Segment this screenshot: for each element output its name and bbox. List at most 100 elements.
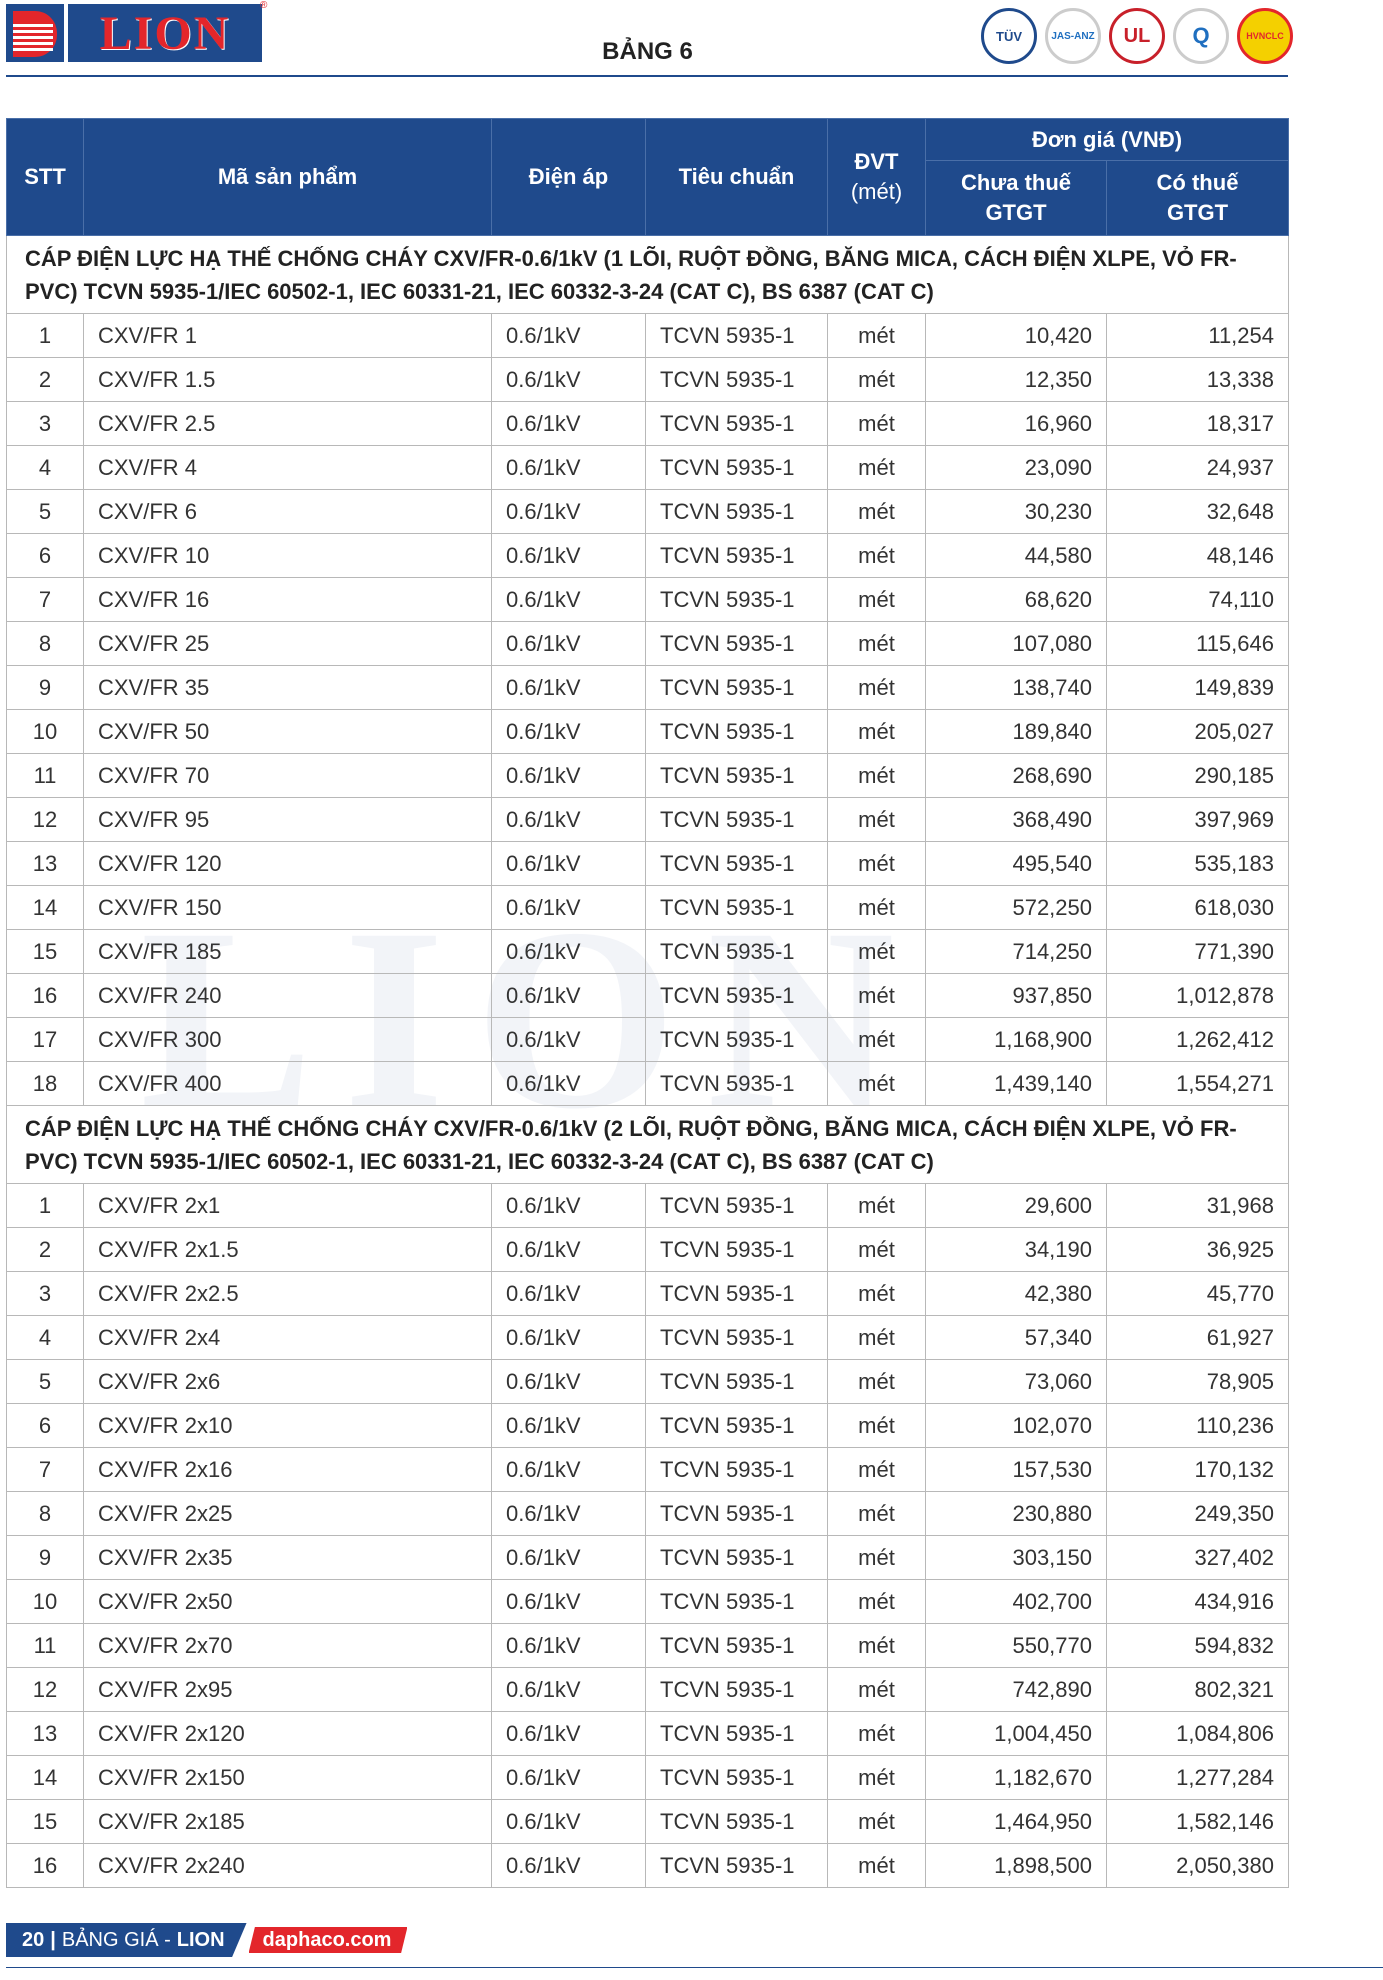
- table-row: 5 CXV/FR 2x6 0.6/1kV TCVN 5935-1 mét 73,060 78…: [6, 1359, 1289, 1404]
- cell-voltage: 0.6/1kV: [491, 401, 646, 446]
- cell-unit: mét: [827, 577, 926, 622]
- cell-unit: mét: [827, 1491, 926, 1536]
- cell-standard: TCVN 5935-1: [645, 665, 828, 710]
- cell-standard: TCVN 5935-1: [645, 533, 828, 578]
- cell-voltage: 0.6/1kV: [491, 1667, 646, 1712]
- cell-price-no-vat: 268,690: [925, 753, 1107, 798]
- cell-unit: mét: [827, 1447, 926, 1492]
- cell-standard: TCVN 5935-1: [645, 841, 828, 886]
- cell-standard: TCVN 5935-1: [645, 1447, 828, 1492]
- cell-unit: mét: [827, 753, 926, 798]
- cell-unit: mét: [827, 401, 926, 446]
- cell-price-vat: 1,277,284: [1106, 1755, 1289, 1800]
- table-row: 12 CXV/FR 95 0.6/1kV TCVN 5935-1 mét 368,490 3…: [6, 797, 1289, 842]
- cell-unit: mét: [827, 1843, 926, 1888]
- cell-price-vat: 327,402: [1106, 1535, 1289, 1580]
- cell-price-no-vat: 189,840: [925, 709, 1107, 754]
- cell-price-no-vat: 1,182,670: [925, 1755, 1107, 1800]
- cell-unit: mét: [827, 1755, 926, 1800]
- cell-unit: mét: [827, 621, 926, 666]
- cell-stt: 15: [6, 1799, 84, 1844]
- jas-anz-cert-icon: JAS-ANZ: [1045, 8, 1101, 64]
- table-row: 14 CXV/FR 150 0.6/1kV TCVN 5935-1 mét 572,250…: [6, 885, 1289, 930]
- cell-price-no-vat: 68,620: [925, 577, 1107, 622]
- cell-voltage: 0.6/1kV: [491, 1491, 646, 1536]
- cell-unit: mét: [827, 1403, 926, 1448]
- cell-price-no-vat: 23,090: [925, 445, 1107, 490]
- cell-unit: mét: [827, 489, 926, 534]
- cell-stt: 10: [6, 709, 84, 754]
- cell-standard: TCVN 5935-1: [645, 401, 828, 446]
- table-row: 12 CXV/FR 2x95 0.6/1kV TCVN 5935-1 mét 742,89…: [6, 1667, 1289, 1712]
- table-row: 15 CXV/FR 2x185 0.6/1kV TCVN 5935-1 mét 1,464…: [6, 1799, 1289, 1844]
- cell-voltage: 0.6/1kV: [491, 929, 646, 974]
- cell-standard: TCVN 5935-1: [645, 1535, 828, 1580]
- cell-unit: mét: [827, 1315, 926, 1360]
- cell-voltage: 0.6/1kV: [491, 753, 646, 798]
- cell-product: CXV/FR 10: [83, 533, 492, 578]
- cell-price-no-vat: 30,230: [925, 489, 1107, 534]
- cell-price-no-vat: 44,580: [925, 533, 1107, 578]
- cell-standard: TCVN 5935-1: [645, 1623, 828, 1668]
- cell-product: CXV/FR 185: [83, 929, 492, 974]
- cell-price-vat: 36,925: [1106, 1227, 1289, 1272]
- cell-voltage: 0.6/1kV: [491, 445, 646, 490]
- cell-unit: mét: [827, 1535, 926, 1580]
- registered-icon: ®: [260, 0, 268, 11]
- cell-price-vat: 594,832: [1106, 1623, 1289, 1668]
- cell-product: CXV/FR 95: [83, 797, 492, 842]
- tuv-cert-icon: TÜV: [981, 8, 1037, 64]
- cell-stt: 16: [6, 1843, 84, 1888]
- cell-price-no-vat: 57,340: [925, 1315, 1107, 1360]
- cell-product: CXV/FR 400: [83, 1061, 492, 1106]
- table-row: 5 CXV/FR 6 0.6/1kV TCVN 5935-1 mét 30,230 32,6…: [6, 489, 1289, 534]
- cell-price-vat: 1,084,806: [1106, 1711, 1289, 1756]
- cell-price-vat: 18,317: [1106, 401, 1289, 446]
- cell-voltage: 0.6/1kV: [491, 1843, 646, 1888]
- cell-price-no-vat: 402,700: [925, 1579, 1107, 1624]
- cell-unit: mét: [827, 665, 926, 710]
- cell-stt: 12: [6, 797, 84, 842]
- table-row: 16 CXV/FR 240 0.6/1kV TCVN 5935-1 mét 937,850…: [6, 973, 1289, 1018]
- table-row: 3 CXV/FR 2x2.5 0.6/1kV TCVN 5935-1 mét 42,380…: [6, 1271, 1289, 1316]
- cell-price-vat: 78,905: [1106, 1359, 1289, 1404]
- cell-unit: mét: [827, 1579, 926, 1624]
- table-row: 2 CXV/FR 2x1.5 0.6/1kV TCVN 5935-1 mét 34,190…: [6, 1227, 1289, 1272]
- unit-label: ĐVT: [854, 149, 899, 174]
- cell-voltage: 0.6/1kV: [491, 1403, 646, 1448]
- cell-price-vat: 24,937: [1106, 445, 1289, 490]
- cell-product: CXV/FR 2x2.5: [83, 1271, 492, 1316]
- cell-stt: 8: [6, 1491, 84, 1536]
- cell-unit: mét: [827, 885, 926, 930]
- cell-price-vat: 32,648: [1106, 489, 1289, 534]
- cell-price-no-vat: 12,350: [925, 357, 1107, 402]
- cell-standard: TCVN 5935-1: [645, 1017, 828, 1062]
- section-title: CÁP ĐIỆN LỰC HẠ THẾ CHỐNG CHÁY CXV/FR-0.…: [6, 235, 1289, 314]
- cell-product: CXV/FR 2x120: [83, 1711, 492, 1756]
- cell-price-no-vat: 16,960: [925, 401, 1107, 446]
- cell-standard: TCVN 5935-1: [645, 357, 828, 402]
- footer-page-label: 20 | BẢNG GIÁ - LION: [6, 1923, 247, 1957]
- table-row: 2 CXV/FR 1.5 0.6/1kV TCVN 5935-1 mét 12,350 13…: [6, 357, 1289, 402]
- cell-product: CXV/FR 2x10: [83, 1403, 492, 1448]
- daphaco-p-icon: [6, 4, 64, 62]
- cell-product: CXV/FR 35: [83, 665, 492, 710]
- cell-price-no-vat: 107,080: [925, 621, 1107, 666]
- website-link[interactable]: daphaco.com: [248, 1927, 408, 1953]
- cell-standard: TCVN 5935-1: [645, 313, 828, 358]
- certification-logos: TÜV JAS-ANZ UL Q HVNCLC: [981, 8, 1293, 64]
- cell-unit: mét: [827, 929, 926, 974]
- cell-price-no-vat: 714,250: [925, 929, 1107, 974]
- cell-stt: 6: [6, 533, 84, 578]
- cell-product: CXV/FR 2x240: [83, 1843, 492, 1888]
- footer-divider: [6, 1967, 1383, 1968]
- cell-price-vat: 618,030: [1106, 885, 1289, 930]
- cell-unit: mét: [827, 1623, 926, 1668]
- cell-stt: 1: [6, 1183, 84, 1228]
- cell-price-vat: 205,027: [1106, 709, 1289, 754]
- lion-logo: LION: [6, 4, 262, 62]
- cell-standard: TCVN 5935-1: [645, 1755, 828, 1800]
- cell-voltage: 0.6/1kV: [491, 357, 646, 402]
- table-row: 8 CXV/FR 2x25 0.6/1kV TCVN 5935-1 mét 230,880…: [6, 1491, 1289, 1536]
- page-number: 20: [22, 1928, 45, 1951]
